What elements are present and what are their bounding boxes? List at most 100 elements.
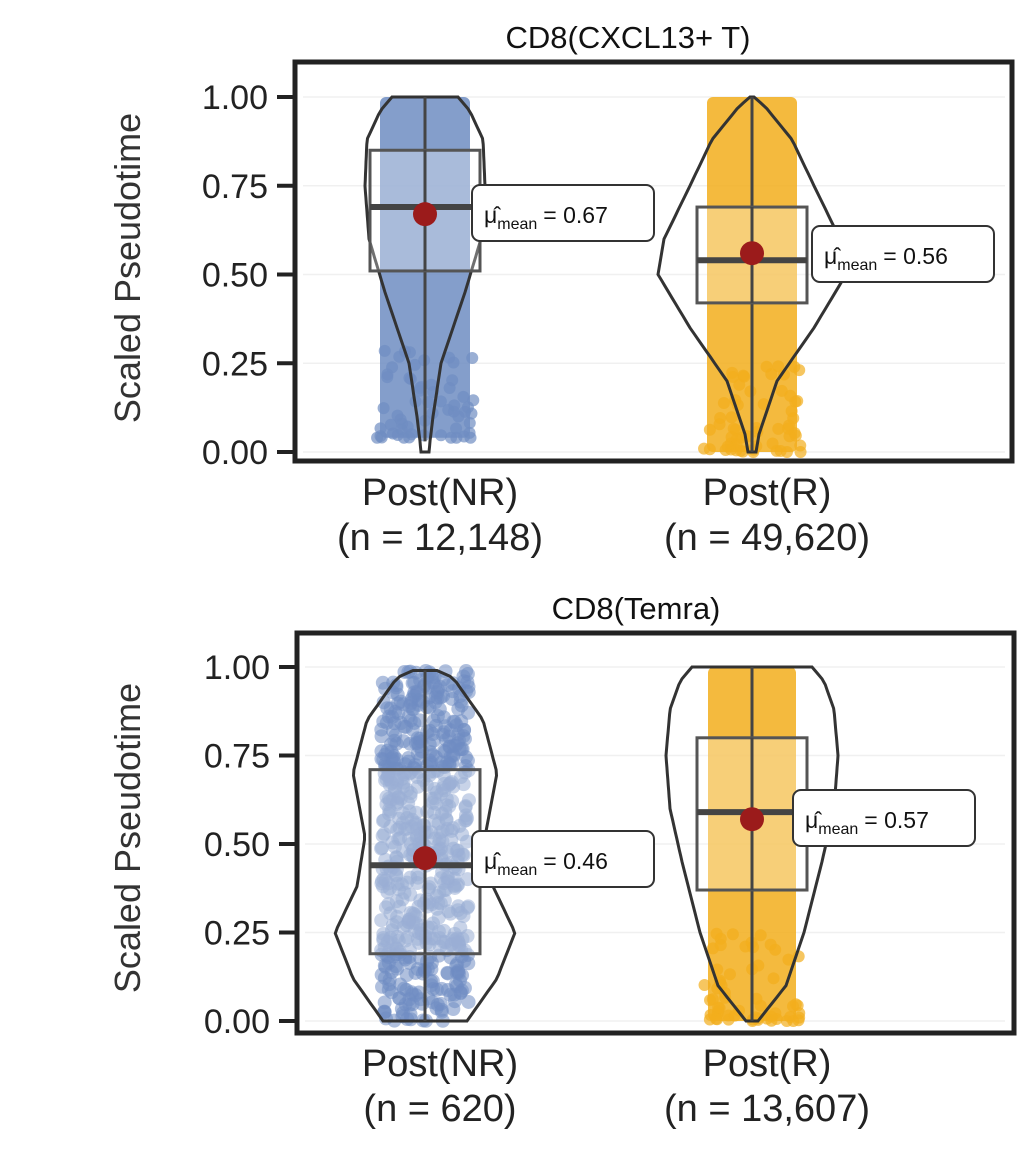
mean-value: = 0.67: [543, 202, 608, 228]
jitter-point: [782, 953, 795, 966]
jitter-point: [463, 416, 476, 429]
jitter-point: [712, 1001, 725, 1014]
jitter-point: [455, 931, 470, 946]
jitter-point: [408, 358, 421, 371]
jitter-point: [400, 1012, 415, 1027]
jitter-point: [400, 783, 415, 798]
jitter-point: [744, 385, 757, 398]
jitter-point: [703, 423, 716, 436]
annotation-text: μ̂mean = 0.56: [824, 243, 948, 274]
mean-subscript: mean: [497, 216, 537, 233]
y-tick-label: 0.25: [202, 345, 268, 383]
violin-outline: [363, 95, 487, 454]
x-category-label: Post(R): [703, 472, 832, 514]
jitter-point: [434, 1004, 449, 1019]
jitter-point: [434, 395, 447, 408]
jitter-point: [467, 394, 480, 407]
annotation-text: μ̂mean = 0.46: [484, 848, 608, 879]
mean-subscript: mean: [837, 257, 877, 274]
jitter-point: [445, 431, 458, 444]
annotation-text: μ̂mean = 0.57: [805, 807, 929, 838]
jitter-point: [710, 1012, 723, 1025]
jitter-point: [382, 972, 397, 987]
annotation-text: μ̂mean = 0.67: [484, 202, 608, 233]
jitter-point: [782, 422, 795, 435]
y-tick-label: 0.50: [204, 826, 270, 864]
jitter-point: [434, 981, 449, 996]
jitter-point: [400, 875, 415, 890]
jitter-point: [378, 344, 391, 357]
jitter-point: [425, 748, 440, 763]
jitter-point: [444, 937, 459, 952]
mean-point: [740, 807, 764, 832]
x-category-count: (n = 13,607): [664, 1088, 870, 1130]
jitter-point: [403, 431, 416, 444]
jitter-point: [726, 928, 739, 941]
jitter-point: [374, 430, 387, 443]
jitter-point: [439, 791, 454, 806]
jitter-point: [403, 713, 418, 728]
mean-value: = 0.56: [883, 243, 948, 269]
jitter-point: [432, 939, 447, 954]
panel-cd8-cxcl13: CD8(CXCL13+ T) Scaled Pseudotime μ̂mean =…: [107, 20, 1015, 559]
y-tick-label: 0.75: [204, 738, 270, 776]
jitter-point: [383, 737, 398, 752]
jitter-point: [726, 370, 739, 383]
mean-annotation: μ̂mean = 0.56: [811, 225, 995, 283]
mean-point: [413, 846, 437, 871]
jitter-point: [401, 751, 416, 766]
y-tick-label: 0.25: [204, 915, 270, 953]
group-post-nr-: μ̂mean = 0.67: [363, 95, 655, 454]
jitter-point: [725, 411, 738, 424]
x-category-count: (n = 49,620): [664, 517, 870, 559]
y-axis-label: Scaled Pseudotime: [107, 683, 148, 993]
mean-subscript: mean: [818, 821, 858, 838]
y-tick-label: 0.00: [204, 1003, 270, 1041]
x-category-count: (n = 620): [363, 1088, 516, 1130]
jitter-point: [408, 988, 423, 1003]
x-category-label: Post(R): [703, 1043, 832, 1085]
annotation-box: [471, 830, 655, 888]
mu-symbol: μ̂: [824, 243, 841, 269]
jitter-point: [395, 816, 410, 831]
jitter-point: [407, 685, 422, 700]
jitter-point: [767, 972, 780, 985]
mean-annotation: μ̂mean = 0.57: [792, 789, 976, 847]
jitter-point: [392, 991, 407, 1006]
jitter-point: [450, 963, 465, 978]
jitter-point: [717, 396, 730, 409]
jitter-point: [457, 390, 470, 403]
jitter-point: [721, 440, 734, 453]
y-axis-label: Scaled Pseudotime: [107, 113, 148, 423]
y-tick-label: 0.75: [202, 168, 268, 206]
panel-cd8-temra: CD8(Temra) Scaled Pseudotime μ̂mean = 0.4…: [107, 591, 1017, 1130]
jitter-point: [435, 806, 450, 821]
jitter-point: [754, 929, 767, 942]
mean-value: = 0.57: [864, 807, 929, 833]
jitter-point: [374, 913, 389, 928]
jitter-point: [449, 979, 464, 994]
y-tick-label: 1.00: [204, 649, 270, 687]
jitter-point: [436, 710, 451, 725]
jitter-point: [409, 805, 424, 820]
x-category-count: (n = 12,148): [337, 517, 543, 559]
jitter-point: [710, 927, 723, 940]
jitter-point: [435, 429, 448, 442]
jitter-point: [453, 906, 468, 921]
jitter-point: [427, 781, 442, 796]
mean-subscript: mean: [497, 862, 537, 879]
jitter-point: [383, 819, 398, 834]
violin-outline: [333, 669, 517, 1023]
jitter-point: [374, 729, 389, 744]
jitter-point: [390, 796, 405, 811]
group-post-r-: μ̂mean = 0.56: [656, 95, 995, 458]
jitter-point: [386, 361, 399, 374]
jitter-point: [461, 994, 476, 1009]
jitter-point: [420, 724, 435, 739]
jitter-point: [401, 915, 416, 930]
jitter-point: [459, 834, 474, 849]
jitter-point: [464, 431, 477, 444]
x-category-label: Post(NR): [362, 472, 518, 514]
jitter-point: [419, 825, 434, 840]
jitter-point: [445, 684, 460, 699]
